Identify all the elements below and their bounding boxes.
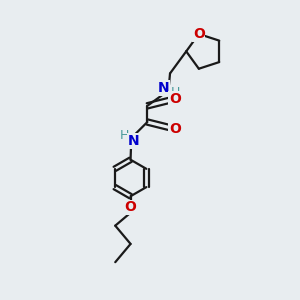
Text: H: H [170,86,180,99]
Text: H: H [120,129,129,142]
Text: N: N [158,81,169,95]
Text: O: O [193,27,205,41]
Text: O: O [169,92,181,106]
Text: O: O [124,200,136,214]
Text: O: O [169,122,181,136]
Text: N: N [128,134,139,148]
